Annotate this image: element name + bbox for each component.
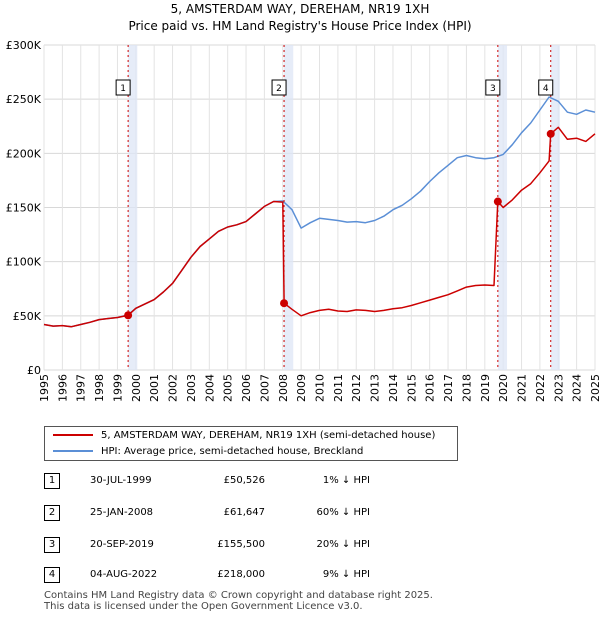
legend-item-property: 5, AMSTERDAM WAY, DEREHAM, NR19 1XH (sem… [53,428,435,444]
x-tick-label: 2005 [222,374,235,402]
x-tick-label: 2023 [552,374,565,402]
y-tick-label: £300K [6,39,42,52]
x-tick-label: 2013 [369,374,382,402]
legend-label-property: 5, AMSTERDAM WAY, DEREHAM, NR19 1XH (sem… [101,430,436,441]
sale-shade-4 [550,45,560,370]
x-tick-label: 1995 [38,374,51,402]
x-tick-label: 2018 [460,374,473,402]
x-tick-label: 1996 [56,374,69,402]
sale-number: 4 [44,567,60,583]
sale-date: 30-JUL-1999 [90,475,152,486]
x-tick-label: 2000 [130,374,143,402]
x-tick-label: 2007 [258,374,271,402]
legend: 5, AMSTERDAM WAY, DEREHAM, NR19 1XH (sem… [44,426,458,461]
chart-title: 5, AMSTERDAM WAY, DEREHAM, NR19 1XH [171,2,430,16]
footer-copyright: Contains HM Land Registry data © Crown c… [44,590,433,601]
sale-hpi-diff: 20% ↓ HPI [316,539,370,550]
sale-marker-box-4 [538,79,554,96]
x-tick-label: 2014 [387,374,400,402]
y-tick-label: £0 [27,364,41,377]
legend-swatch-hpi [53,450,93,452]
y-tick-label: £200K [6,147,42,160]
x-tick-label: 1998 [93,374,106,402]
sale-hpi-diff: 9% ↓ HPI [322,569,370,580]
x-tick-label: 2025 [589,374,600,402]
x-tick-label: 2003 [185,374,198,402]
sale-number: 3 [44,537,60,553]
x-tick-label: 2019 [479,374,492,402]
x-tick-label: 1999 [111,374,124,402]
sale-marker-label-2: 2 [276,84,282,94]
x-tick-label: 2022 [534,374,547,402]
x-tick-label: 2009 [295,374,308,402]
y-tick-label: £50K [13,310,42,323]
x-tick-label: 2001 [148,374,161,402]
series-line-property [43,126,596,328]
footer-licence: This data is licensed under the Open Gov… [44,601,363,612]
y-tick-label: £250K [6,93,42,106]
legend-label-hpi: HPI: Average price, semi-detached house,… [101,446,364,457]
sale-date: 20-SEP-2019 [90,539,154,550]
sale-marker-box-3 [485,79,501,96]
y-tick-label: £150K [6,202,42,215]
series-lines [43,96,596,328]
sale-marker-label-4: 4 [543,84,549,94]
sale-price: £155,500 [217,539,265,550]
x-tick-label: 2024 [571,374,584,402]
sale-hpi-diff: 60% ↓ HPI [316,507,370,518]
sale-date: 04-AUG-2022 [90,569,158,580]
sale-shade-1 [128,45,138,370]
sale-number: 1 [44,473,60,489]
x-tick-label: 2015 [405,374,418,402]
x-tick-label: 2008 [277,374,290,402]
sale-point-3 [493,197,502,206]
footer: Contains HM Land Registry data © Crown c… [44,590,433,612]
x-tick-label: 2021 [516,374,529,402]
sale-hpi-diff: 1% ↓ HPI [322,475,370,486]
x-tick-label: 2016 [424,374,437,402]
legend-item-hpi: HPI: Average price, semi-detached house,… [53,444,363,460]
x-tick-label: 2012 [350,374,363,402]
sale-point-4 [546,129,555,138]
sale-marker-label-1: 1 [120,84,126,94]
sale-markers: 1 2 3 4 [115,45,555,370]
x-tick-label: 2004 [203,374,216,402]
sale-price: £61,647 [223,507,265,518]
x-tick-label: 2017 [442,374,455,402]
x-tick-label: 2011 [332,374,345,402]
sale-number: 2 [44,505,60,521]
x-axis: 1995 1996 1997 1998 1999 2000 2001 2002 2003 2004… [38,374,600,402]
sale-date: 25-JAN-2008 [90,507,154,518]
y-tick-label: £100K [6,256,42,269]
legend-swatch-property [53,434,93,436]
sale-price: £218,000 [217,569,265,580]
sale-marker-box-2 [271,79,287,96]
y-axis: £0 £50K £100K £150K £200K £250K £300K [6,39,42,377]
x-tick-label: 2010 [314,374,327,402]
sale-marker-label-3: 3 [490,84,496,94]
sale-point-2 [280,299,289,308]
x-tick-label: 2006 [240,374,253,402]
x-tick-label: 2002 [167,374,180,402]
sale-marker-box-1 [115,79,131,96]
x-tick-label: 1997 [75,374,88,402]
sale-price: £50,526 [223,475,265,486]
chart-subtitle: Price paid vs. HM Land Registry's House … [128,19,471,33]
price-chart: 5, AMSTERDAM WAY, DEREHAM, NR19 1XH Pric… [6,2,600,402]
sale-point-1 [124,311,133,320]
x-tick-label: 2020 [497,374,510,402]
